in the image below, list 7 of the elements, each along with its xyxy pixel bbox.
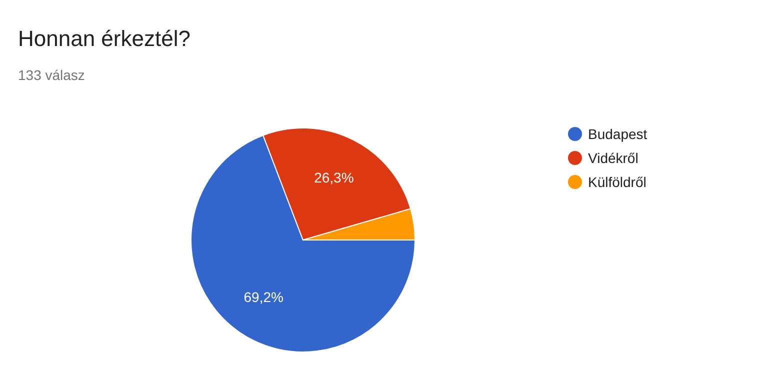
legend-label: Budapest — [588, 126, 648, 142]
chart-title: Honnan érkeztél? — [18, 26, 190, 51]
legend-label: Vidékről — [588, 150, 638, 166]
data-label: 69,2% — [244, 289, 284, 306]
text: 133 válasz — [18, 67, 85, 83]
data-label: 26,3% — [314, 170, 354, 186]
legend-label: Külföldről — [588, 174, 646, 190]
